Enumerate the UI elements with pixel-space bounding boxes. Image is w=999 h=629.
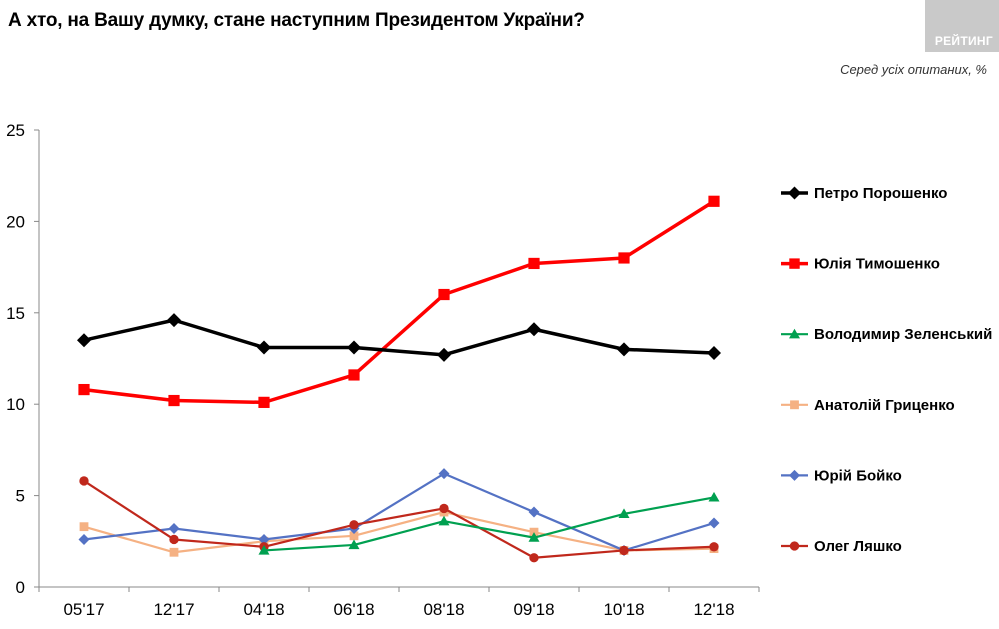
page-title: А хто, на Вашу думку, стане наступним Пр… bbox=[8, 10, 585, 31]
x-tick-label: 04'18 bbox=[243, 600, 284, 619]
data-point bbox=[79, 522, 89, 532]
chart-series bbox=[77, 195, 721, 563]
data-point bbox=[257, 340, 271, 355]
data-point bbox=[528, 257, 540, 270]
data-point bbox=[348, 539, 360, 550]
data-point bbox=[437, 347, 451, 362]
data-point bbox=[79, 476, 89, 486]
legend-label: Володимир Зеленський bbox=[814, 326, 992, 343]
chart-subtitle: Серед усіх опитаних, % bbox=[840, 62, 987, 77]
data-point bbox=[167, 313, 181, 328]
x-tick-label: 05'17 bbox=[63, 600, 104, 619]
x-tick-label: 12'17 bbox=[153, 600, 194, 619]
legend-swatch-marker bbox=[789, 469, 800, 481]
chart-axes: 0 5 10 15 20 25 05'17 12'17 04'18 06'18 08'18 09'18… bbox=[6, 121, 760, 619]
data-point bbox=[168, 394, 180, 407]
data-point bbox=[618, 508, 630, 519]
x-tick-label: 09'18 bbox=[513, 600, 554, 619]
data-point bbox=[258, 396, 270, 408]
legend-label: Юрій Бойко bbox=[814, 467, 902, 484]
legend-label: Олег Ляшко bbox=[814, 538, 902, 555]
data-point bbox=[529, 553, 539, 563]
series-line bbox=[263, 496, 715, 552]
x-tick-label: 06'18 bbox=[333, 600, 374, 619]
series-3 bbox=[258, 491, 720, 555]
y-tick-label: 15 bbox=[6, 304, 25, 323]
y-tick-label: 25 bbox=[6, 121, 25, 140]
data-point bbox=[258, 533, 270, 545]
x-tick-label: 12'18 bbox=[693, 600, 734, 619]
data-point bbox=[528, 506, 540, 518]
series-line bbox=[83, 510, 715, 554]
legend-swatch-marker bbox=[789, 328, 800, 339]
series-line bbox=[83, 472, 715, 552]
y-tick-label: 20 bbox=[6, 212, 25, 231]
data-point bbox=[77, 333, 91, 348]
data-point bbox=[619, 545, 629, 556]
data-point bbox=[708, 517, 720, 529]
legend-label: Анатолій Гриценко bbox=[814, 397, 955, 414]
series-line bbox=[83, 318, 715, 357]
data-point bbox=[169, 547, 179, 557]
data-point bbox=[438, 468, 450, 480]
legend-swatch-marker bbox=[789, 258, 800, 269]
data-point bbox=[258, 544, 270, 555]
legend-entry: Олег Ляшко bbox=[781, 538, 902, 555]
legend-swatch-marker bbox=[789, 541, 800, 551]
series-2 bbox=[78, 195, 720, 408]
data-point bbox=[528, 532, 540, 542]
x-tick-label: 08'18 bbox=[423, 600, 464, 619]
chart-legend: Петро Порошенко Юлія Тимошенко Володимир З… bbox=[781, 185, 992, 555]
legend-swatch-marker bbox=[790, 400, 799, 410]
data-point bbox=[168, 523, 180, 535]
series-1 bbox=[77, 313, 721, 362]
legend-entry: Володимир Зеленський bbox=[781, 326, 992, 343]
data-point bbox=[439, 503, 449, 514]
data-point bbox=[349, 531, 359, 541]
series-line bbox=[83, 480, 715, 559]
legend-swatch-marker bbox=[788, 186, 801, 200]
legend-entry: Юлія Тимошенко bbox=[781, 256, 940, 273]
data-point bbox=[78, 533, 90, 545]
y-tick-label: 0 bbox=[16, 578, 25, 597]
data-point bbox=[78, 383, 90, 396]
data-point bbox=[707, 346, 721, 361]
brand-label: РЕЙТИНГ bbox=[934, 34, 993, 48]
data-point bbox=[709, 542, 719, 552]
brand-logo: РЕЙТИНГ bbox=[925, 0, 999, 52]
series-line bbox=[83, 199, 715, 405]
y-tick-label: 5 bbox=[16, 487, 25, 506]
legend-entry: Петро Порошенко bbox=[781, 185, 947, 202]
y-tick-label: 10 bbox=[6, 395, 25, 414]
x-tick-label: 10'18 bbox=[603, 600, 644, 619]
legend-entry: Юрій Бойко bbox=[781, 467, 902, 484]
legend-label: Юлія Тимошенко bbox=[814, 256, 940, 273]
data-point bbox=[438, 515, 450, 526]
data-point bbox=[708, 491, 720, 502]
legend-label: Петро Порошенко bbox=[814, 185, 947, 202]
data-point bbox=[348, 369, 360, 381]
data-point bbox=[618, 252, 630, 264]
data-point bbox=[347, 340, 361, 355]
data-point bbox=[527, 322, 541, 337]
data-point bbox=[617, 342, 631, 357]
data-point bbox=[438, 288, 450, 301]
data-point bbox=[349, 520, 359, 530]
data-point bbox=[169, 534, 179, 545]
legend-entry: Анатолій Гриценко bbox=[781, 397, 955, 414]
data-point bbox=[708, 195, 720, 207]
